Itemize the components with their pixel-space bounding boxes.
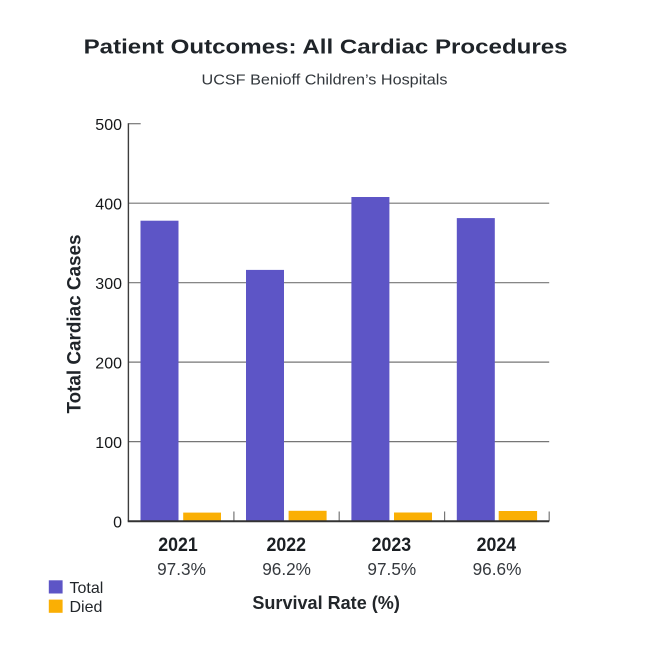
svg-text:96.6%: 96.6%: [473, 559, 522, 579]
svg-text:96.2%: 96.2%: [262, 559, 311, 579]
svg-text:500: 500: [95, 117, 122, 134]
svg-text:400: 400: [95, 196, 122, 213]
svg-text:2022: 2022: [267, 534, 307, 556]
svg-text:0: 0: [113, 514, 122, 531]
svg-text:2021: 2021: [158, 534, 198, 556]
svg-text:UCSF Benioff Children’s Hospit: UCSF Benioff Children’s Hospitals: [202, 71, 448, 88]
svg-text:2023: 2023: [372, 534, 412, 556]
svg-text:97.3%: 97.3%: [157, 559, 206, 579]
svg-text:Total Cardiac Cases: Total Cardiac Cases: [65, 235, 86, 414]
svg-text:200: 200: [95, 355, 122, 372]
svg-text:300: 300: [95, 276, 122, 293]
svg-text:Patient Outcomes: All Cardiac: Patient Outcomes: All Cardiac Procedures: [84, 36, 568, 59]
svg-text:2024: 2024: [477, 534, 517, 556]
svg-text:Died: Died: [70, 599, 103, 616]
svg-text:100: 100: [95, 435, 122, 452]
svg-text:Total: Total: [70, 580, 104, 597]
svg-text:Survival Rate (%): Survival Rate (%): [252, 593, 400, 613]
svg-text:97.5%: 97.5%: [367, 559, 416, 579]
